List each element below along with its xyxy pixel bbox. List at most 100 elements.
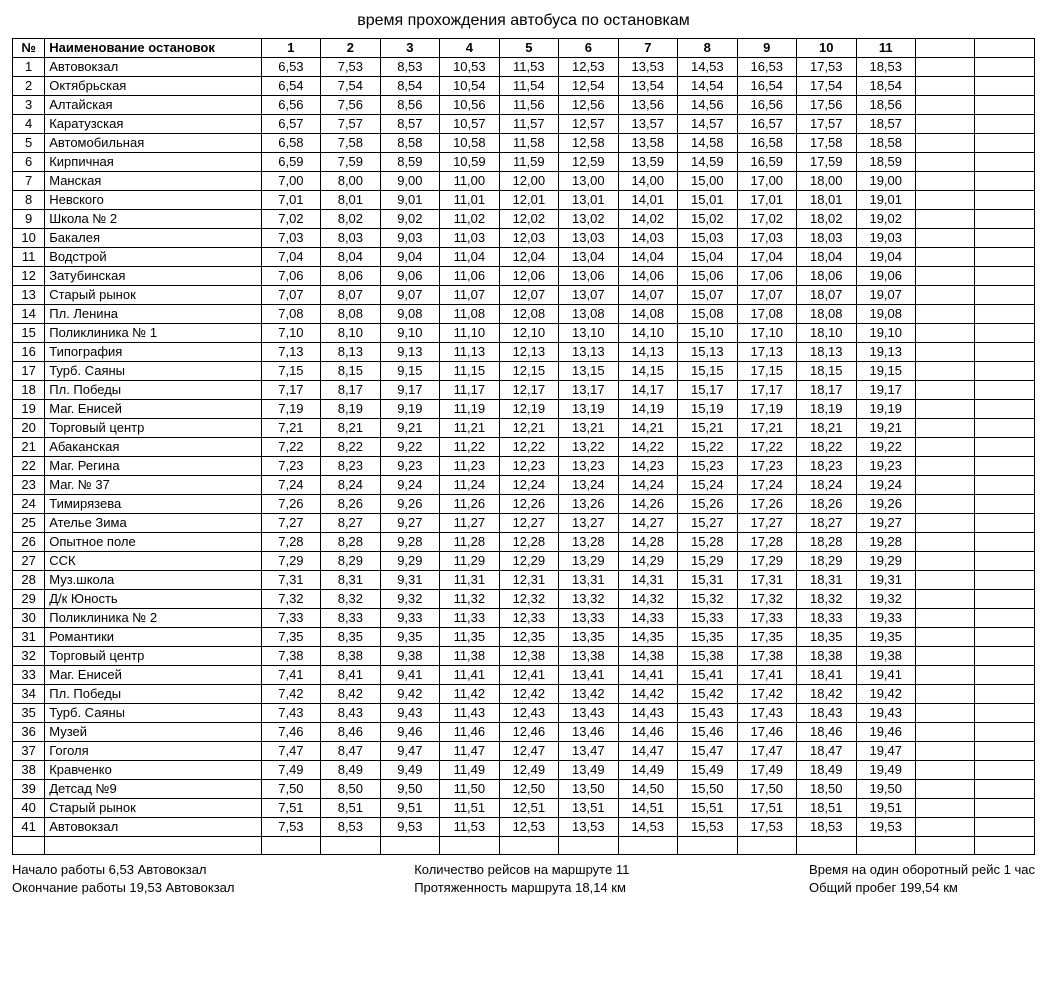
cell-time: 14,53	[618, 818, 677, 837]
cell-time: 19,00	[856, 172, 915, 191]
cell-extra	[915, 134, 974, 153]
cell-time: 11,26	[440, 495, 499, 514]
cell-time: 14,01	[618, 191, 677, 210]
footer-left: Начало работы 6,53 Автовокзал Окончание …	[12, 861, 234, 897]
cell-num: 7	[13, 172, 45, 191]
cell-time: 9,42	[380, 685, 439, 704]
cell-time: 14,50	[618, 780, 677, 799]
cell-time: 17,42	[737, 685, 796, 704]
cell-time: 12,43	[499, 704, 558, 723]
cell-time: 12,38	[499, 647, 558, 666]
cell-time: 18,42	[797, 685, 856, 704]
cell-time: 19,46	[856, 723, 915, 742]
table-row: 20Торговый центр7,218,219,2111,2112,2113…	[13, 419, 1035, 438]
cell-extra	[975, 761, 1035, 780]
cell-time: 9,15	[380, 362, 439, 381]
cell-time: 12,59	[559, 153, 618, 172]
cell-num: 17	[13, 362, 45, 381]
cell-time: 17,29	[737, 552, 796, 571]
cell-time: 8,53	[321, 818, 380, 837]
cell-time: 11,59	[499, 153, 558, 172]
cell-time: 11,51	[440, 799, 499, 818]
cell-time: 8,58	[380, 134, 439, 153]
cell-extra	[975, 628, 1035, 647]
cell-time: 17,49	[737, 761, 796, 780]
cell-time: 17,02	[737, 210, 796, 229]
table-row-empty	[13, 837, 1035, 855]
cell-time: 17,32	[737, 590, 796, 609]
cell-time: 18,04	[797, 248, 856, 267]
cell-time: 16,53	[737, 58, 796, 77]
table-row: 13Старый рынок7,078,079,0711,0712,0713,0…	[13, 286, 1035, 305]
cell-num: 8	[13, 191, 45, 210]
cell-time: 13,08	[559, 305, 618, 324]
cell-num: 34	[13, 685, 45, 704]
cell-time: 17,53	[737, 818, 796, 837]
cell-time: 17,41	[737, 666, 796, 685]
cell-extra	[915, 267, 974, 286]
col-trip-11: 11	[856, 39, 915, 58]
cell-extra	[915, 77, 974, 96]
cell-time: 13,50	[559, 780, 618, 799]
cell-num: 40	[13, 799, 45, 818]
cell-time: 14,42	[618, 685, 677, 704]
cell-time: 13,56	[618, 96, 677, 115]
cell-extra	[915, 229, 974, 248]
cell-time: 12,31	[499, 571, 558, 590]
cell-time: 17,38	[737, 647, 796, 666]
cell-time: 15,31	[678, 571, 737, 590]
cell-time: 7,50	[261, 780, 320, 799]
cell-extra	[915, 324, 974, 343]
cell-time: 10,59	[440, 153, 499, 172]
cell-extra	[915, 571, 974, 590]
cell-num: 29	[13, 590, 45, 609]
cell-time: 15,26	[678, 495, 737, 514]
cell-time: 13,19	[559, 400, 618, 419]
cell-time: 18,00	[797, 172, 856, 191]
cell-time: 11,23	[440, 457, 499, 476]
cell-time: 9,32	[380, 590, 439, 609]
cell-time: 13,13	[559, 343, 618, 362]
cell-extra	[915, 609, 974, 628]
cell-time: 9,24	[380, 476, 439, 495]
cell-time: 18,15	[797, 362, 856, 381]
cell-time: 18,17	[797, 381, 856, 400]
cell-time: 8,32	[321, 590, 380, 609]
cell-time: 13,23	[559, 457, 618, 476]
cell-time: 7,01	[261, 191, 320, 210]
cell-time: 18,54	[856, 77, 915, 96]
cell-extra	[915, 666, 974, 685]
cell-num: 33	[13, 666, 45, 685]
cell-time: 19,08	[856, 305, 915, 324]
cell-time: 14,56	[678, 96, 737, 115]
cell-time: 13,57	[618, 115, 677, 134]
cell-time: 14,23	[618, 457, 677, 476]
cell-num: 19	[13, 400, 45, 419]
cell-time: 9,22	[380, 438, 439, 457]
table-row: 2Октябрьская6,547,548,5410,5411,5412,541…	[13, 77, 1035, 96]
cell-time: 19,01	[856, 191, 915, 210]
cell-time: 17,35	[737, 628, 796, 647]
cell-time: 13,53	[618, 58, 677, 77]
cell-time: 15,33	[678, 609, 737, 628]
cell-num: 32	[13, 647, 45, 666]
table-row: 1Автовокзал6,537,538,5310,5311,5312,5313…	[13, 58, 1035, 77]
col-extra	[915, 39, 974, 58]
cell-extra	[915, 495, 974, 514]
cell-stop-name: Маг. Регина	[45, 457, 261, 476]
cell-empty	[915, 837, 974, 855]
cell-time: 18,08	[797, 305, 856, 324]
cell-time: 14,00	[618, 172, 677, 191]
cell-time: 19,24	[856, 476, 915, 495]
table-row: 7Манская7,008,009,0011,0012,0013,0014,00…	[13, 172, 1035, 191]
cell-extra	[975, 134, 1035, 153]
cell-time: 17,08	[737, 305, 796, 324]
cell-time: 13,07	[559, 286, 618, 305]
cell-time: 17,51	[737, 799, 796, 818]
cell-time: 15,00	[678, 172, 737, 191]
cell-time: 18,03	[797, 229, 856, 248]
cell-time: 8,54	[380, 77, 439, 96]
cell-time: 18,21	[797, 419, 856, 438]
cell-time: 12,24	[499, 476, 558, 495]
cell-time: 15,29	[678, 552, 737, 571]
